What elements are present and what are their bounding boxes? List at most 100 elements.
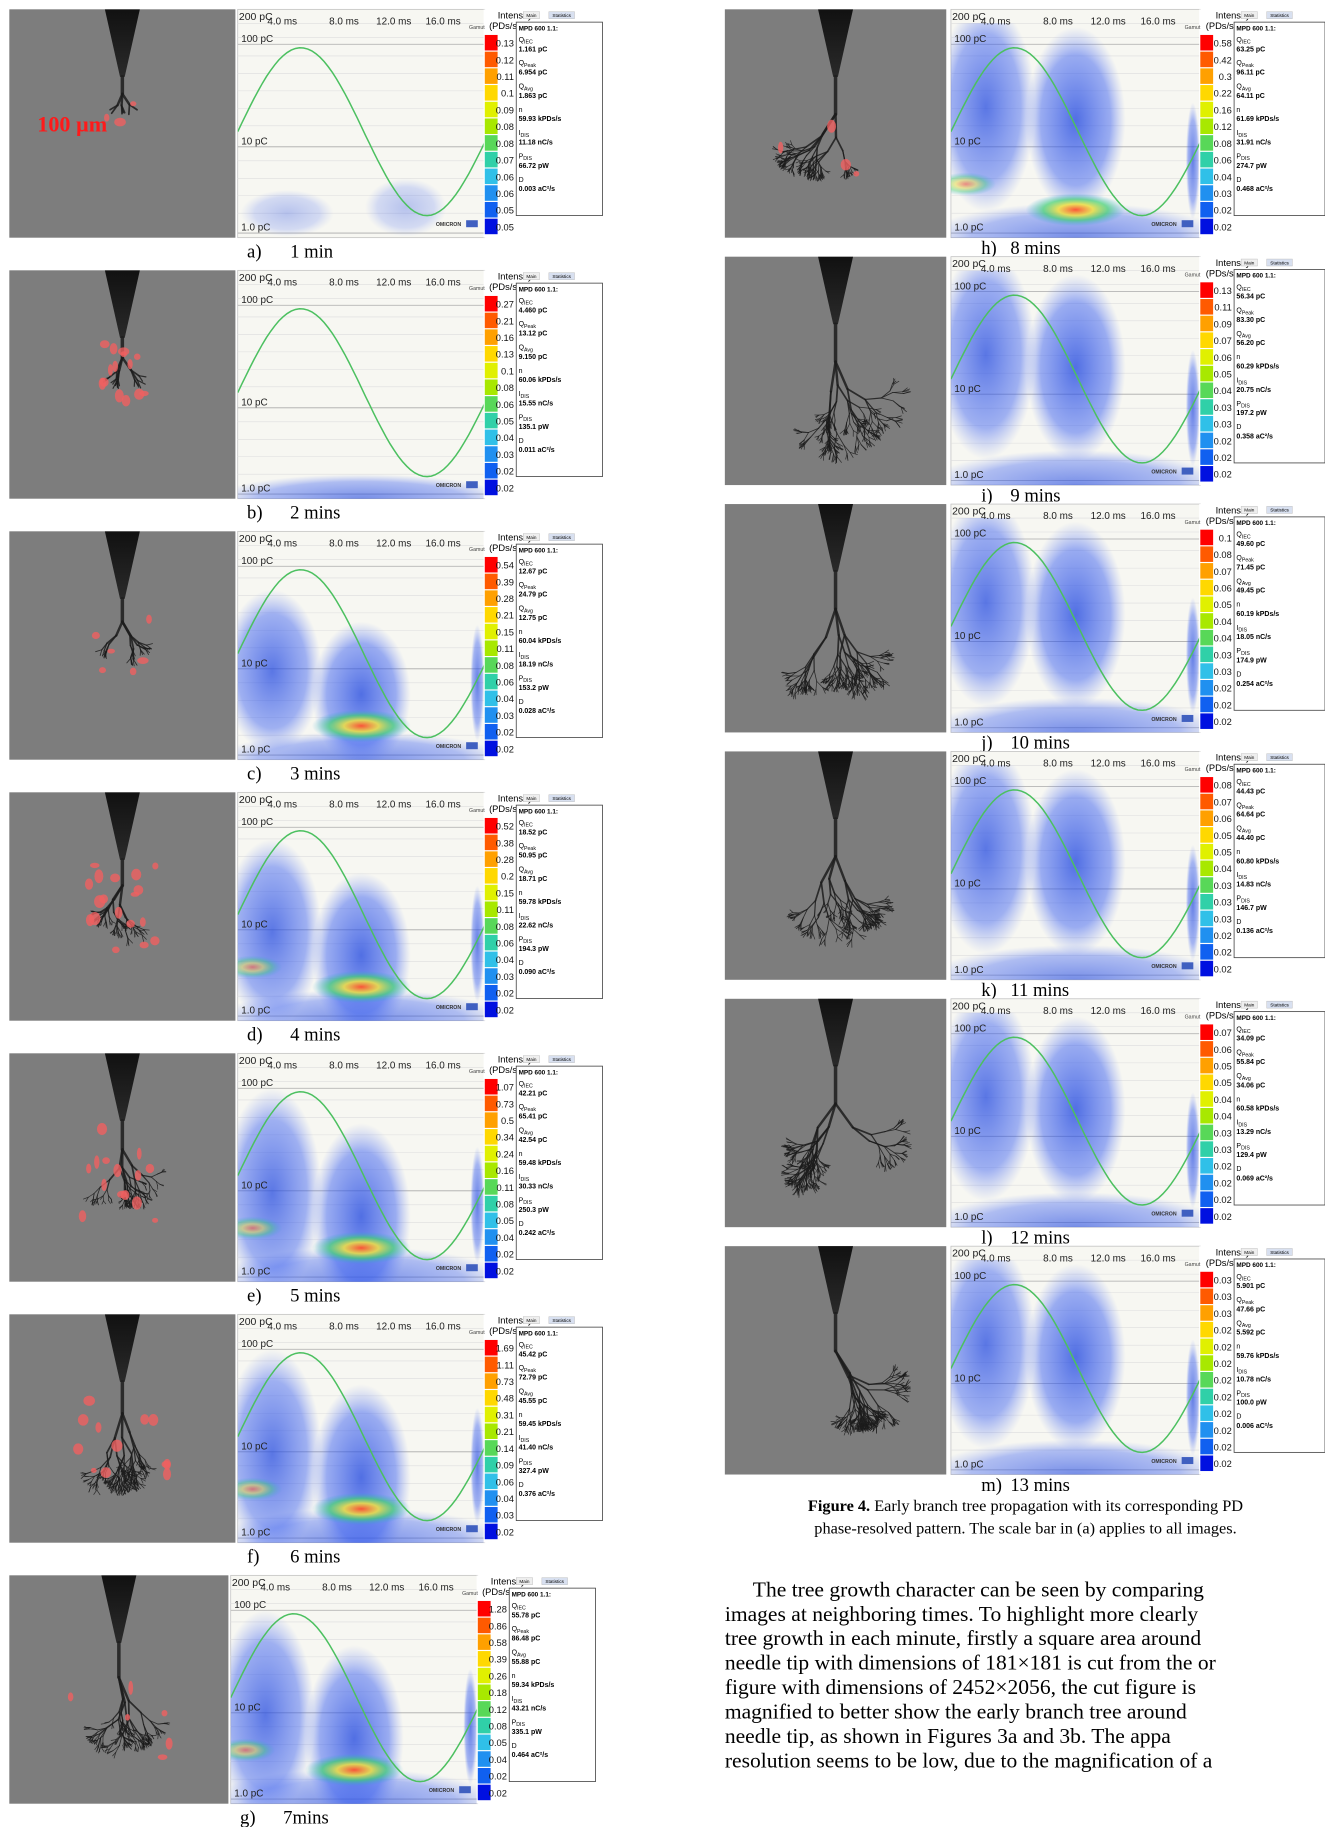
scale-value: 0.03 xyxy=(1214,403,1232,413)
scale-value: 0.02 xyxy=(1214,948,1232,958)
panel: 200 pC4.0 ms8.0 ms12.0 ms16.0 ms100 pC10… xyxy=(9,1575,595,1827)
stat-value: 0.254 aC²/s xyxy=(1236,681,1273,688)
stat-value: 24.79 pC xyxy=(519,592,548,599)
tab-label: Statistics xyxy=(552,274,571,279)
scale-value: 0.15 xyxy=(496,627,514,637)
pd-cluster xyxy=(1186,597,1200,714)
scale-swatch xyxy=(1200,827,1213,843)
scale-swatch xyxy=(1200,299,1213,315)
stat-symbol: D xyxy=(1236,424,1241,431)
scale-swatch xyxy=(1200,366,1213,382)
scale-swatch xyxy=(1200,663,1213,679)
stat-value: 174.9 pW xyxy=(1236,658,1267,665)
stat-symbol: D xyxy=(1236,1166,1241,1173)
charge-label: 10 pC xyxy=(241,658,267,669)
phase-label: 12.0 ms xyxy=(1091,264,1126,275)
pd-cluster xyxy=(470,625,484,742)
scale-value: 0.03 xyxy=(1214,420,1232,430)
scale-swatch xyxy=(1200,894,1213,910)
prpd-plot: 200 pC4.0 ms8.0 ms12.0 ms16.0 ms100 pC10… xyxy=(213,792,509,1052)
scale-value: 0.11 xyxy=(496,1183,513,1193)
stat-value: 30.33 nC/s xyxy=(519,1183,554,1190)
charge-label: 10 pC xyxy=(234,1702,260,1713)
stat-value: 96.11 pC xyxy=(1236,70,1264,77)
stat-subscript: DIS xyxy=(1241,404,1250,410)
phase-label: 8.0 ms xyxy=(329,277,359,288)
device-name: MPD 600 1.1: xyxy=(519,1069,558,1076)
device-name: MPD 600 1.1: xyxy=(519,286,558,293)
scale-value: 0.02 xyxy=(1214,717,1232,727)
pd-spot xyxy=(163,1468,171,1480)
prpd-plot: 200 pC4.0 ms8.0 ms12.0 ms16.0 ms100 pC10… xyxy=(213,1053,509,1316)
scale-value: 0.16 xyxy=(496,333,514,343)
stat-symbol: n xyxy=(1236,602,1240,609)
scale-value: 0.04 xyxy=(496,694,514,704)
scale-swatch xyxy=(1200,52,1213,68)
micrograph xyxy=(725,999,946,1227)
stat-subscript: DIS xyxy=(1238,875,1247,881)
logo-flag xyxy=(466,1525,478,1532)
scale-swatch xyxy=(1200,466,1213,482)
logo-flag xyxy=(459,1786,471,1793)
prpd-plot: 200 pC4.0 ms8.0 ms12.0 ms16.0 ms100 pC10… xyxy=(213,270,509,523)
tab-label: Main xyxy=(1244,1002,1255,1007)
stat-value: 0.090 aC²/s xyxy=(519,969,556,976)
stat-label: D xyxy=(519,438,524,445)
prpd-plot: 200 pC4.0 ms8.0 ms12.0 ms16.0 ms100 pC10… xyxy=(926,992,1225,1262)
statistics-box: MainStatisticsMPD 600 1.1:QIEC4.460 pCQP… xyxy=(516,273,602,477)
pd-cluster xyxy=(1026,274,1126,460)
scale-swatch xyxy=(1200,680,1213,696)
stat-subscript: DIS xyxy=(514,1699,523,1705)
logo: OMICRON xyxy=(436,1266,462,1272)
intensity-unit: (PDs/s) xyxy=(1206,516,1237,526)
pd-spot xyxy=(110,343,118,354)
pd-spot xyxy=(101,1179,107,1191)
stat-subscript: Peak xyxy=(517,1629,529,1635)
scale-value: 1.07 xyxy=(496,1083,514,1093)
stat-value: 18.19 nC/s xyxy=(519,661,554,668)
stat-value: 22.62 nC/s xyxy=(519,922,554,929)
device-name: MPD 600 1.1: xyxy=(512,1591,551,1598)
stat-value: 0.136 aC²/s xyxy=(1236,928,1273,935)
charge-label: 100 pC xyxy=(954,281,986,292)
scale-value: 0.03 xyxy=(1214,1128,1232,1138)
gamut-label: Gamut xyxy=(469,547,485,553)
gamut-label: Gamut xyxy=(469,1330,485,1336)
scale-swatch xyxy=(1200,449,1213,465)
pd-spot xyxy=(97,1123,107,1135)
charge-label: 100 pC xyxy=(954,1023,986,1034)
panel-label: e) xyxy=(247,1286,261,1307)
stat-value: 55.88 pC xyxy=(512,1659,541,1666)
scale-value: 0.04 xyxy=(496,955,514,965)
scale-swatch xyxy=(1200,697,1213,713)
scale-swatch xyxy=(1200,35,1213,51)
intensity-unit: (PDs/s) xyxy=(489,543,520,553)
tab-label: Main xyxy=(519,1579,530,1584)
panel: 100 µm200 pC4.0 ms8.0 ms12.0 ms16.0 ms10… xyxy=(9,9,602,262)
pd-cluster xyxy=(1026,27,1126,213)
pd-cluster xyxy=(1026,1016,1126,1202)
panel-time: 1 min xyxy=(290,242,334,263)
device-name: MPD 600 1.1: xyxy=(1236,25,1275,32)
stat-value: 18.52 pC xyxy=(519,829,548,836)
stat-subscript: Peak xyxy=(1242,1052,1254,1058)
stat-subscript: Peak xyxy=(1242,805,1254,811)
scale-value: 0.14 xyxy=(496,1444,514,1454)
stat-value: 335.1 pW xyxy=(512,1729,543,1736)
scale-swatch xyxy=(485,363,498,379)
intensity-unit: (PDs/s) xyxy=(1206,1011,1237,1021)
gamut-label: Gamut xyxy=(1185,1015,1201,1021)
scale-value: 0.05 xyxy=(1214,848,1232,858)
scale-value: 0.04 xyxy=(496,1494,514,1504)
pd-spot xyxy=(118,347,129,355)
stat-subscript: DIS xyxy=(1238,133,1247,139)
stat-symbol: D xyxy=(519,1482,524,1489)
pd-spot xyxy=(130,668,137,675)
stat-value: 60.58 kPDs/s xyxy=(1236,1106,1279,1113)
stat-value: 43.21 nC/s xyxy=(512,1705,547,1712)
logo-flag xyxy=(1182,468,1194,475)
pd-cluster xyxy=(312,622,411,768)
scale-swatch xyxy=(485,868,498,884)
charge-label: 10 pC xyxy=(954,879,980,890)
pd-spot xyxy=(73,1443,83,1454)
